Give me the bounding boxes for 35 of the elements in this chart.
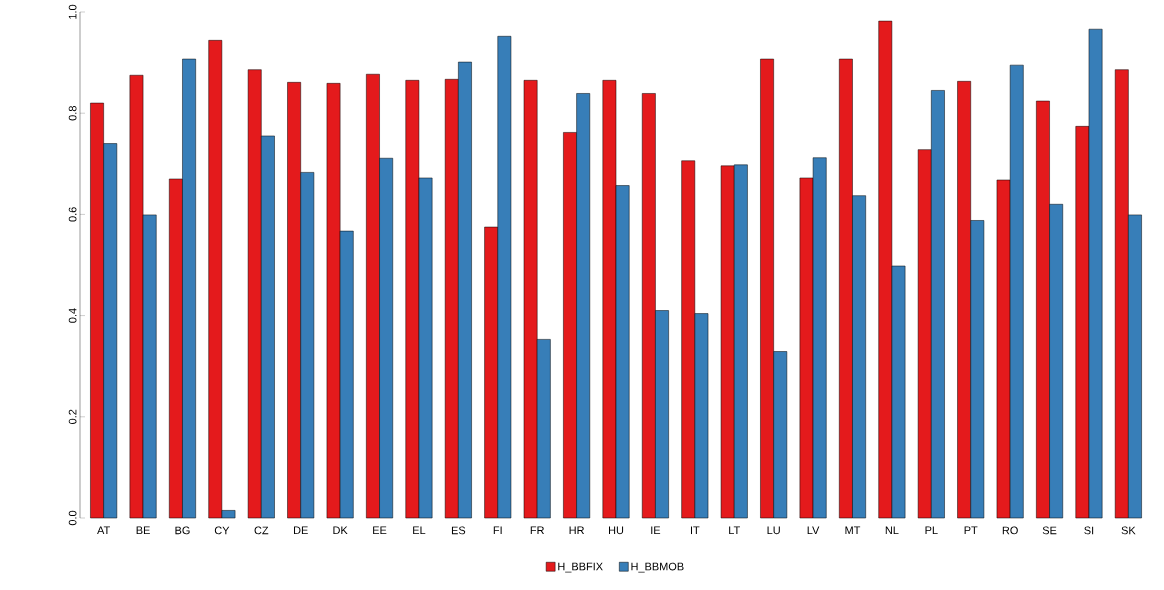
x-tick-label: IE: [651, 526, 661, 535]
x-tick-label: NL: [885, 526, 899, 535]
x-tick-label: FI: [493, 526, 502, 535]
x-tick-label: CY: [214, 526, 230, 535]
x-tick-label: PT: [964, 526, 978, 535]
x-tick-label: LV: [807, 526, 820, 535]
legend-label: H_BBMOB: [631, 562, 684, 573]
x-tick-label: ES: [451, 526, 466, 535]
x-tick-label: PL: [925, 526, 938, 535]
legend-label: H_BBFIX: [558, 562, 603, 573]
y-tick-label: 0.8: [68, 106, 77, 121]
x-tick-label: SK: [1121, 526, 1136, 535]
x-tick-label: SE: [1042, 526, 1057, 535]
x-tick-label: RO: [1002, 526, 1018, 535]
x-tick-label: BE: [136, 526, 150, 535]
x-tick-label: IT: [690, 526, 700, 535]
x-tick-label: FR: [530, 526, 544, 535]
y-tick-label: 1.0: [68, 4, 77, 19]
x-tick-label: EL: [413, 526, 426, 535]
x-tick-label: LU: [767, 526, 780, 535]
y-tick-label: 0.0: [68, 510, 77, 526]
y-tick-label: 0.4: [68, 308, 77, 323]
x-tick-label: CZ: [254, 526, 269, 535]
x-tick-label: HR: [569, 526, 584, 535]
x-tick-label: DK: [333, 526, 348, 535]
x-tick-label: EE: [373, 526, 387, 535]
y-tick-label: 0.2: [68, 409, 77, 424]
x-tick-label: SI: [1084, 526, 1094, 535]
x-tick-label: MT: [845, 526, 861, 535]
x-tick-label: DE: [294, 526, 308, 535]
y-tick-label: 0.6: [68, 207, 77, 222]
x-tick-label: LT: [729, 526, 740, 535]
x-tick-label: BG: [175, 526, 190, 535]
x-tick-label: HU: [609, 526, 624, 535]
x-tick-label: AT: [97, 526, 110, 535]
